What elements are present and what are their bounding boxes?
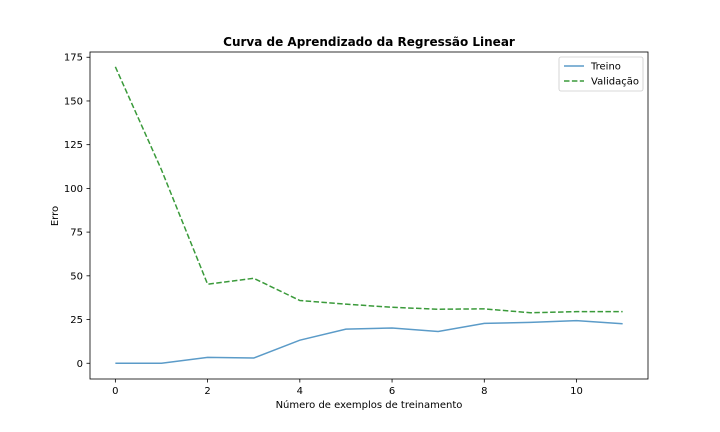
x-tick-label: 0	[112, 386, 118, 397]
plot-frame	[89, 51, 649, 380]
legend: Treino Validação	[558, 56, 644, 92]
y-tick-label: 150	[64, 96, 83, 107]
chart-title: Curva de Aprendizado da Regressão Linear	[223, 35, 515, 49]
plot-area	[114, 66, 623, 365]
x-tick-label: 2	[204, 386, 210, 397]
legend-label-treino: Treino	[590, 62, 621, 73]
y-tick-label: 100	[64, 184, 83, 195]
y-tick-label: 75	[70, 228, 83, 239]
x-tick-label: 8	[481, 386, 487, 397]
y-axis-ticks: 0 25 50 75 100 125 150 175	[64, 53, 90, 370]
x-tick-label: 10	[570, 386, 583, 397]
x-axis-label: Número de exemplos de treinamento	[276, 399, 463, 411]
y-tick-label: 50	[70, 271, 83, 282]
x-tick-label: 4	[297, 386, 303, 397]
y-tick-label: 125	[64, 140, 83, 151]
y-tick-label: 175	[64, 53, 83, 64]
series-line-1	[114, 66, 623, 314]
y-tick-label: 25	[70, 315, 83, 326]
x-tick-label: 6	[389, 386, 395, 397]
series-line-0	[115, 319, 623, 365]
x-axis-ticks: 0 2 4 6 8 10	[112, 379, 583, 397]
y-axis-label: Erro	[50, 206, 61, 226]
legend-label-validacao: Validação	[591, 77, 639, 88]
y-tick-label: 0	[77, 359, 83, 370]
